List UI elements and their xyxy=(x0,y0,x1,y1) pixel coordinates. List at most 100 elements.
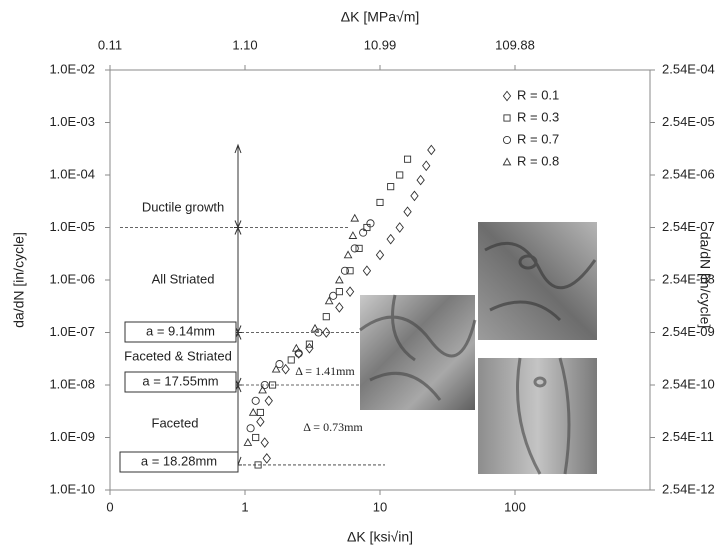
data-point xyxy=(246,424,255,433)
y-tick-label: 1.0E-02 xyxy=(49,61,95,76)
arrow-head xyxy=(234,226,242,235)
legend-label: R = 0.8 xyxy=(517,153,559,168)
y-tick-label: 1.0E-09 xyxy=(49,429,95,444)
data-point xyxy=(395,222,404,233)
annotation: a = 18.28mm xyxy=(141,453,217,468)
data-point xyxy=(376,198,384,207)
x2-tick-label: 0.11 xyxy=(98,37,122,52)
y-tick-label: 1.0E-10 xyxy=(49,481,95,496)
y2-tick-label: 2.54E-04 xyxy=(662,61,715,76)
legend-label: R = 0.7 xyxy=(517,131,559,146)
annotation: Faceted & Striated xyxy=(124,348,232,363)
data-point xyxy=(362,265,372,277)
y2-tick-label: 2.54E-06 xyxy=(662,166,715,181)
sem-image xyxy=(478,222,597,340)
annotation-box xyxy=(119,451,239,473)
legend-marker xyxy=(502,135,512,145)
y-tick-label: 1.0E-06 xyxy=(49,271,95,286)
data-point xyxy=(305,342,314,354)
y2-tick-label: 2.54E-07 xyxy=(662,219,715,234)
y2-tick-label: 2.54E-11 xyxy=(662,429,714,444)
data-point xyxy=(387,183,395,191)
data-point xyxy=(322,327,331,338)
data-point xyxy=(403,206,412,218)
data-point xyxy=(269,381,277,389)
data-point xyxy=(254,461,262,469)
data-point xyxy=(260,437,269,448)
y-tick-label: 1.0E-07 xyxy=(49,324,95,339)
data-point xyxy=(427,144,436,156)
data-point xyxy=(243,438,253,446)
data-point xyxy=(386,233,395,245)
sem-image xyxy=(359,294,477,410)
x-axis-label: ΔK [ksi√in] xyxy=(347,529,413,545)
data-point xyxy=(256,416,265,428)
data-point xyxy=(252,433,260,442)
data-point xyxy=(256,408,264,417)
data-point xyxy=(422,160,431,172)
data-point xyxy=(305,340,313,348)
y-tick-label: 1.0E-08 xyxy=(49,376,95,391)
data-point xyxy=(359,228,368,237)
y-tick-label: 1.0E-04 xyxy=(49,166,95,181)
data-point xyxy=(348,231,358,239)
data-point xyxy=(264,395,273,407)
data-point xyxy=(346,267,354,275)
y-tick-label: 1.0E-03 xyxy=(49,114,95,129)
data-point xyxy=(287,356,295,364)
data-point xyxy=(314,328,323,337)
y2-tick-label: 2.54E-08 xyxy=(662,271,715,286)
legend-marker xyxy=(502,90,512,102)
data-point xyxy=(335,302,344,313)
data-point xyxy=(271,364,281,373)
data-point xyxy=(310,323,320,332)
y2-axis-label: da/dN [m/cycle] xyxy=(697,232,713,328)
annotation: a = 9.14mm xyxy=(146,323,215,338)
legend-label: R = 0.1 xyxy=(517,87,559,102)
y2-tick-label: 2.54E-05 xyxy=(662,114,715,129)
x2-tick-label: 10.99 xyxy=(364,37,397,52)
x-tick-label: 100 xyxy=(504,499,526,514)
annotation: a = 17.55mm xyxy=(142,373,218,388)
annotation-box xyxy=(124,371,237,393)
annotation: Faceted xyxy=(152,415,199,430)
data-point xyxy=(340,266,349,275)
data-point xyxy=(416,174,425,186)
data-point xyxy=(350,213,360,222)
data-point xyxy=(334,275,344,284)
data-point xyxy=(324,296,334,305)
y-axis-label: da/dN [in/cycle] xyxy=(11,232,27,328)
annotation: All Striated xyxy=(152,271,215,286)
x2-tick-label: 1.10 xyxy=(232,37,257,52)
data-point xyxy=(275,360,284,369)
data-point xyxy=(355,244,363,252)
y2-tick-label: 2.54E-10 xyxy=(662,376,715,391)
data-point xyxy=(248,407,258,416)
legend-marker xyxy=(502,157,512,166)
x2-tick-label: 109.88 xyxy=(495,37,535,52)
data-point xyxy=(396,171,404,179)
annotation: Ductile growth xyxy=(142,199,224,214)
y2-tick-label: 2.54E-12 xyxy=(662,481,715,496)
data-point xyxy=(258,385,267,394)
legend-label: R = 0.3 xyxy=(517,109,559,124)
arrow-head xyxy=(234,143,242,154)
data-point xyxy=(329,291,338,300)
x-tick-label: 0 xyxy=(106,499,113,514)
legend-marker xyxy=(503,114,511,122)
data-point xyxy=(375,249,385,261)
data-point xyxy=(260,380,269,390)
data-point xyxy=(294,348,303,359)
data-point xyxy=(410,190,419,202)
data-point xyxy=(322,313,330,321)
data-point xyxy=(343,250,353,259)
data-point xyxy=(251,396,260,405)
y-tick-label: 1.0E-05 xyxy=(49,219,95,234)
annotation-box xyxy=(124,321,237,343)
data-point xyxy=(345,286,355,297)
data-point xyxy=(404,155,412,163)
x2-axis-label: ΔK [MPa√m] xyxy=(341,9,420,25)
x-tick-label: 1 xyxy=(241,499,248,514)
data-point xyxy=(281,363,290,375)
